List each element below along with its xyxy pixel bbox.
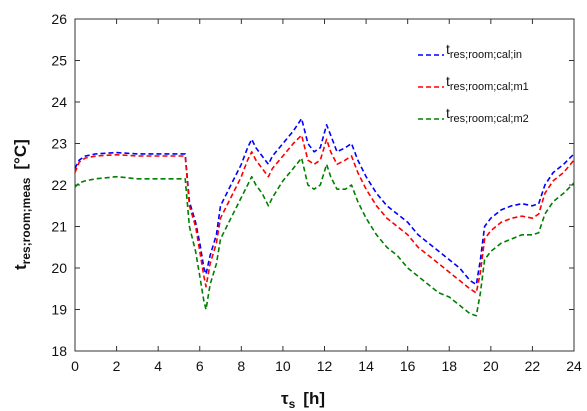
y-axis-title: tres;room;meas[°C] — [11, 139, 33, 270]
x-tick-label: 24 — [566, 358, 582, 374]
x-tick-label: 22 — [525, 358, 541, 374]
legend-entry: tres;room;cal;in — [446, 41, 522, 61]
y-tick-label: 24 — [51, 94, 67, 110]
y-tick-label: 22 — [51, 177, 67, 193]
series-line-res-room-cal-m2 — [74, 157, 575, 317]
series-line-res-room-cal-m1 — [74, 134, 575, 294]
x-tick-label: 14 — [358, 358, 374, 374]
legend-entry: tres;room;cal;m1 — [446, 73, 529, 93]
legend-entry: tres;room;cal;m2 — [446, 105, 529, 125]
y-tick-label: 26 — [51, 11, 67, 27]
x-axis-title: τs [h] — [281, 389, 325, 411]
x-tick-label: 18 — [441, 358, 457, 374]
series-group — [74, 117, 575, 317]
y-tick-label: 20 — [51, 260, 67, 276]
y-tick-label: 21 — [51, 219, 67, 235]
x-tick-label: 8 — [237, 358, 245, 374]
x-tick-label: 16 — [400, 358, 416, 374]
x-tick-label: 2 — [113, 358, 121, 374]
x-tick-label: 12 — [317, 358, 333, 374]
x-tick-label: 10 — [275, 358, 291, 374]
x-tick-label: 6 — [196, 358, 204, 374]
series-line-res-room-cal-in — [74, 117, 575, 286]
plot-frame — [74, 18, 575, 352]
x-tick-label: 20 — [483, 358, 499, 374]
y-tick-label: 18 — [51, 343, 67, 359]
x-tick-label: 0 — [71, 358, 79, 374]
y-tick-label: 25 — [51, 53, 67, 69]
y-axis: 18 19 20 21 22 23 24 25 26 — [51, 11, 574, 359]
y-tick-label: 23 — [51, 136, 67, 152]
y-tick-label: 19 — [51, 302, 67, 318]
legend: tres;room;cal;in tres;room;cal;m1 tres;roo… — [418, 41, 529, 125]
x-tick-label: 4 — [154, 358, 162, 374]
x-axis: 0 2 4 6 8 10 12 14 16 18 20 22 24 — [71, 19, 582, 374]
